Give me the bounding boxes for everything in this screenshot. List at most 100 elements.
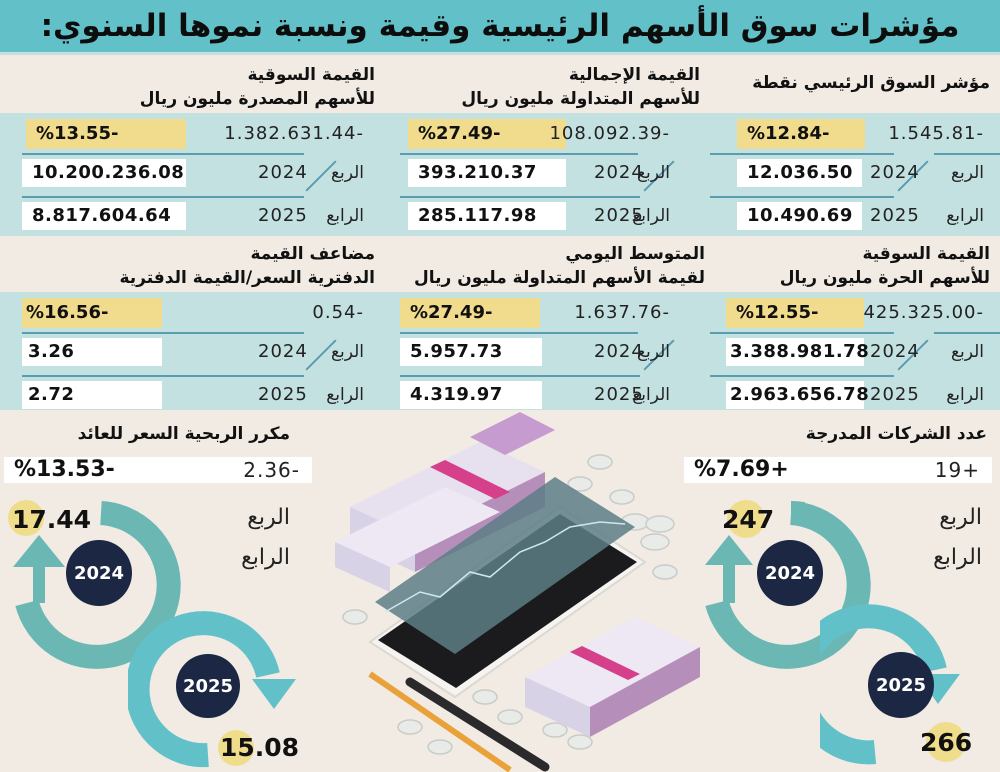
value-2025: 10.490.69 (737, 202, 862, 230)
value-2025: 4.319.97 (400, 381, 542, 409)
year-label-2024: 2024 (258, 341, 308, 362)
panel-heading-line1: القيمة السوقية (247, 65, 375, 85)
row-2024: 12.036.50 2024 الربع (680, 159, 1000, 187)
year-disc-2025: 2025 (176, 654, 240, 718)
listed-companies-heading: عدد الشركات المدرجة (805, 424, 987, 444)
value-2024: 5.957.73 (400, 338, 542, 366)
change-absolute: 425.325.00- (863, 302, 984, 323)
pe-ratio-heading: مكرر الربحية السعر للعائد (77, 424, 290, 444)
quarter-label: الربع (939, 505, 982, 530)
panel-body: %16.56- 0.54- 3.26 2024 الربع 2.72 2025 … (0, 292, 390, 410)
panel-heading: المتوسط اليومي لقيمة الأسهم المتداولة مل… (380, 236, 710, 292)
quarter-label: الربع (247, 505, 290, 530)
quarter-label: الرابع (933, 545, 982, 570)
listed-companies-change-strip: %7.69+ 19+ (684, 457, 992, 483)
change-percent: %27.49- (400, 298, 540, 328)
value-2024: 3.388.981.78 (726, 338, 869, 366)
panel-heading: مضاعف القيمة الدفترية السعر/القيمة الدفت… (0, 236, 390, 292)
year-disc-2024: 2024 (757, 540, 823, 606)
quarter-label: الربع (950, 163, 984, 183)
panel-body: %12.84- 1.545.81- 12.036.50 2024 الربع 1… (680, 113, 1000, 236)
row-2024: 3.388.981.78 2024 الربع (680, 338, 1000, 366)
row-2025: 4.319.97 2025 الرابع (380, 381, 710, 409)
value-2025: 2.72 (22, 381, 162, 409)
value-2025: 15.08 (220, 733, 300, 762)
rule-line (400, 375, 640, 377)
panel-body: %27.49- 1.637.76- 5.957.73 2024 الربع 4.… (380, 292, 710, 410)
panel-heading-line2: للأسهم المصدرة مليون ريال (139, 89, 375, 109)
value-2024: 247 (722, 505, 775, 534)
year-disc-2025: 2025 (868, 652, 934, 718)
quarter-label: الرابع (326, 385, 364, 405)
row-2025: 285.117.98 2025 الرابع (380, 202, 710, 230)
panel-heading-line1: مؤشر السوق الرئيسي نقطة (752, 73, 990, 93)
row-2025: 2.72 2025 الرابع (0, 381, 390, 409)
quarter-label: الرابع (326, 206, 364, 226)
rule-line (400, 332, 638, 334)
panel-body: %13.55- 1.382.631.44- 10.200.236.08 2024… (0, 113, 390, 236)
panel-heading-line1: المتوسط اليومي (565, 244, 705, 264)
smartphone-icon (368, 477, 647, 699)
change-percent: %7.69+ (694, 457, 789, 482)
panel-body: %27.49- 108.092.39- 393.210.37 2024 الرب… (380, 113, 710, 236)
change-row: %12.55- 425.325.00- (680, 298, 1000, 328)
change-percent: %12.55- (726, 298, 864, 328)
quarter-label: الرابع (632, 385, 670, 405)
panel-heading: مؤشر السوق الرئيسي نقطة (680, 57, 1000, 113)
panel-heading-line2: لقيمة الأسهم المتداولة مليون ريال (413, 268, 705, 288)
quarter-label: الرابع (241, 545, 290, 570)
change-row: %12.84- 1.545.81- (680, 119, 1000, 149)
year-label-2025: 2025 (870, 384, 920, 405)
panel-heading-line2: للأسهم المتداولة مليون ريال (461, 89, 700, 109)
title-divider (0, 52, 1000, 55)
change-absolute: 1.382.631.44- (224, 123, 364, 144)
panel-heading-line1: القيمة السوقية (862, 244, 990, 264)
value-2024: 10.200.236.08 (22, 159, 186, 187)
year-label-2025: 2025 (594, 384, 644, 405)
banknote-stack-icon (335, 412, 555, 592)
smartphone-money-illustration (335, 412, 700, 772)
value-2024: 393.210.37 (408, 159, 566, 187)
change-absolute: 0.54- (312, 302, 364, 323)
panel-heading: القيمة الإجمالية للأسهم المتداولة مليون … (380, 57, 710, 113)
quarter-label: الربع (330, 342, 364, 362)
change-row: %27.49- 1.637.76- (380, 298, 710, 328)
title-bar: مؤشرات سوق الأسهم الرئيسية وقيمة ونسبة ن… (0, 0, 1000, 52)
panel-main-index: مؤشر السوق الرئيسي نقطة %12.84- 1.545.81… (680, 57, 1000, 236)
change-percent: %13.55- (26, 119, 186, 149)
rule-line (710, 153, 894, 155)
row-2024: 393.210.37 2024 الربع (380, 159, 710, 187)
year-disc-2024: 2024 (66, 540, 132, 606)
value-2025: 266 (920, 728, 973, 757)
value-2024: 12.036.50 (737, 159, 862, 187)
panel-market-cap-issued: القيمة السوقية للأسهم المصدرة مليون ريال… (0, 57, 390, 236)
pencil-icon (368, 671, 512, 772)
change-absolute: 108.092.39- (549, 123, 670, 144)
cycle-arrow-2025-icon (128, 611, 296, 768)
row-2024: 3.26 2024 الربع (0, 338, 390, 366)
year-label-2024: 2024 (870, 162, 920, 183)
panel-heading-line1: مضاعف القيمة (250, 244, 375, 264)
quarter-label: الرابع (946, 385, 984, 405)
year-label-2025: 2025 (258, 205, 308, 226)
panel-heading-line2: للأسهم الحرة مليون ريال (779, 268, 990, 288)
rule-line (400, 196, 640, 198)
quarter-label: الرابع (632, 206, 670, 226)
rule-line (22, 196, 304, 198)
rule-line (710, 196, 894, 198)
row-2025: 10.490.69 2025 الرابع (680, 202, 1000, 230)
value-2025: 285.117.98 (408, 202, 566, 230)
row-2025: 2.963.656.78 2025 الرابع (680, 381, 1000, 409)
coins-icon (342, 454, 678, 755)
year-label-2024: 2024 (870, 341, 920, 362)
rule-line (22, 153, 304, 155)
value-2024: 17.44 (12, 505, 92, 534)
row-2024: 5.957.73 2024 الربع (380, 338, 710, 366)
rule-line (22, 375, 304, 377)
year-label-2024: 2024 (594, 162, 644, 183)
year-label-2025: 2025 (258, 384, 308, 405)
change-absolute: 1.545.81- (888, 123, 984, 144)
value-2025: 8.817.604.64 (22, 202, 186, 230)
pen-icon (405, 677, 550, 772)
change-absolute: 19+ (934, 458, 980, 482)
